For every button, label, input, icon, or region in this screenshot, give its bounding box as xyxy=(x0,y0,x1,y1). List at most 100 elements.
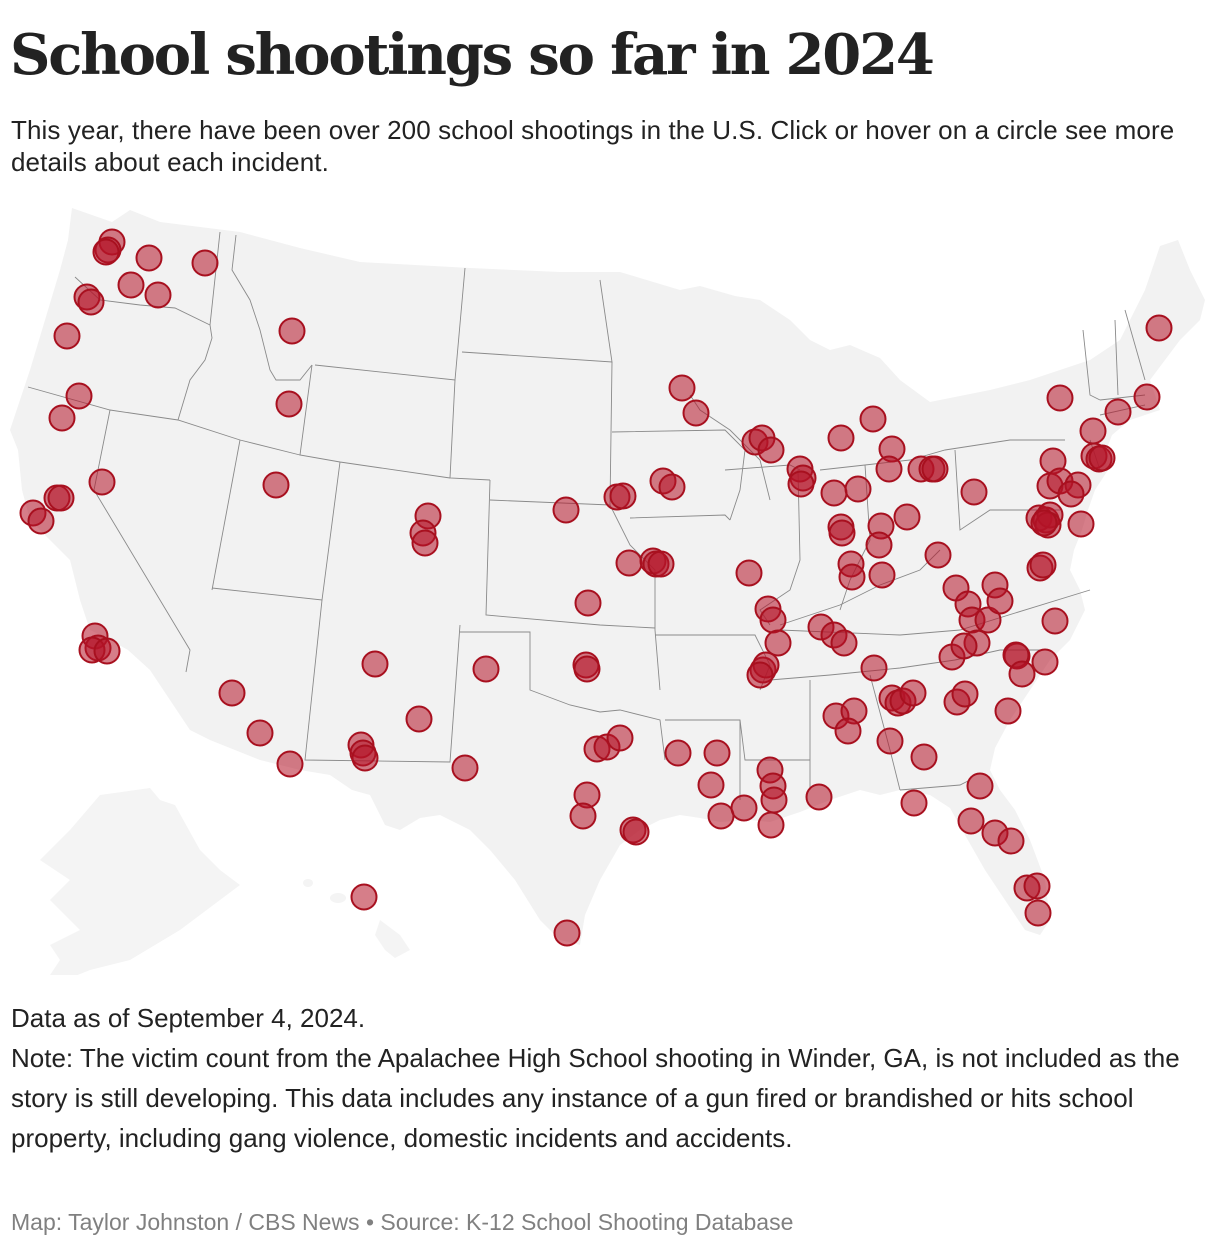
incident-dot[interactable] xyxy=(759,606,787,634)
incident-dot[interactable] xyxy=(53,322,81,350)
incident-dot[interactable] xyxy=(1029,551,1057,579)
incident-dot[interactable] xyxy=(1023,872,1051,900)
incident-dot[interactable] xyxy=(986,587,1014,615)
incident-dot[interactable] xyxy=(88,468,116,496)
incident-dot[interactable] xyxy=(1145,314,1173,342)
incident-dot[interactable] xyxy=(860,654,888,682)
incident-dot[interactable] xyxy=(757,436,785,464)
incident-dot[interactable] xyxy=(77,288,105,316)
incident-dot[interactable] xyxy=(658,473,686,501)
incident-dot[interactable] xyxy=(615,549,643,577)
state-borders xyxy=(27,231,1146,800)
incident-dot[interactable] xyxy=(574,589,602,617)
incident-dot[interactable] xyxy=(820,479,848,507)
incident-dot[interactable] xyxy=(960,478,988,506)
incident-dot[interactable] xyxy=(827,424,855,452)
map-canvas xyxy=(10,208,1205,975)
incident-dot[interactable] xyxy=(957,807,985,835)
incident-dot[interactable] xyxy=(1046,384,1074,412)
incident-dot[interactable] xyxy=(93,637,121,665)
incident-dot[interactable] xyxy=(703,739,731,767)
incident-dot[interactable] xyxy=(606,724,634,752)
incident-dot[interactable] xyxy=(609,482,637,510)
incident-dot[interactable] xyxy=(697,771,725,799)
credit-line: Map: Taylor Johnston / CBS News • Source… xyxy=(11,1209,794,1235)
incident-dot[interactable] xyxy=(135,244,163,272)
incident-dot[interactable] xyxy=(1008,660,1036,688)
incident-dot[interactable] xyxy=(472,655,500,683)
incident-dot[interactable] xyxy=(92,238,120,266)
incident-dot[interactable] xyxy=(865,531,893,559)
incident-dot[interactable] xyxy=(1104,398,1132,426)
incident-dot[interactable] xyxy=(921,455,949,483)
incident-dot[interactable] xyxy=(276,750,304,778)
incident-dot[interactable] xyxy=(735,559,763,587)
incident-dot[interactable] xyxy=(950,632,978,660)
incident-dot[interactable] xyxy=(876,727,904,755)
incident-dot[interactable] xyxy=(451,754,479,782)
incident-dot[interactable] xyxy=(868,561,896,589)
incident-dot[interactable] xyxy=(191,249,219,277)
incident-dot[interactable] xyxy=(647,550,675,578)
incident-dot[interactable] xyxy=(1079,417,1107,445)
incident-dot[interactable] xyxy=(899,679,927,707)
incident-dot[interactable] xyxy=(48,404,76,432)
incident-dot[interactable] xyxy=(757,811,785,839)
incident-dot[interactable] xyxy=(47,484,75,512)
incident-dot[interactable] xyxy=(900,789,928,817)
incident-dot[interactable] xyxy=(668,374,696,402)
incident-dot[interactable] xyxy=(838,563,866,591)
incident-dot[interactable] xyxy=(828,519,856,547)
incident-dot[interactable] xyxy=(573,655,601,683)
incident-dot[interactable] xyxy=(361,650,389,678)
incident-dot[interactable] xyxy=(805,783,833,811)
incident-dot[interactable] xyxy=(552,496,580,524)
incident-dot[interactable] xyxy=(262,471,290,499)
incident-dot[interactable] xyxy=(246,719,274,747)
incident-dot[interactable] xyxy=(910,743,938,771)
incident-dot[interactable] xyxy=(707,802,735,830)
incident-dot[interactable] xyxy=(1057,480,1085,508)
incident-dot[interactable] xyxy=(664,739,692,767)
incident-dot[interactable] xyxy=(553,919,581,947)
incident-dot[interactable] xyxy=(974,606,1002,634)
incident-dot[interactable] xyxy=(278,317,306,345)
incident-dot[interactable] xyxy=(275,390,303,418)
incident-dot[interactable] xyxy=(350,883,378,911)
incident-dot[interactable] xyxy=(1067,510,1095,538)
incident-dot[interactable] xyxy=(834,717,862,745)
incident-dot[interactable] xyxy=(1041,607,1069,635)
incident-dot[interactable] xyxy=(844,475,872,503)
incident-dot[interactable] xyxy=(1133,383,1161,411)
incident-dot[interactable] xyxy=(966,772,994,800)
incident-dot[interactable] xyxy=(27,507,55,535)
incident-dot[interactable] xyxy=(951,680,979,708)
incident-dot[interactable] xyxy=(682,399,710,427)
incident-dot[interactable] xyxy=(569,802,597,830)
incident-dot[interactable] xyxy=(859,405,887,433)
incident-dot[interactable] xyxy=(997,827,1025,855)
incident-dot[interactable] xyxy=(730,794,758,822)
incident-dot[interactable] xyxy=(924,541,952,569)
incident-dot[interactable] xyxy=(218,679,246,707)
incident-dot[interactable] xyxy=(1088,444,1116,472)
incident-dot[interactable] xyxy=(893,503,921,531)
incident-dot[interactable] xyxy=(405,705,433,733)
hawaii-island xyxy=(303,879,313,887)
incident-dot[interactable] xyxy=(117,271,145,299)
incident-dot[interactable] xyxy=(787,470,815,498)
incident-dot[interactable] xyxy=(764,629,792,657)
incident-dot[interactable] xyxy=(875,455,903,483)
incident-dot[interactable] xyxy=(746,661,774,689)
incident-dot[interactable] xyxy=(1031,648,1059,676)
incident-dot[interactable] xyxy=(760,786,788,814)
incident-dot[interactable] xyxy=(830,629,858,657)
incident-dot[interactable] xyxy=(994,697,1022,725)
incident-dot[interactable] xyxy=(411,529,439,557)
incident-dot[interactable] xyxy=(622,818,650,846)
incident-dot[interactable] xyxy=(1024,899,1052,927)
incident-dot[interactable] xyxy=(351,744,379,772)
incident-dot[interactable] xyxy=(65,382,93,410)
incident-dot[interactable] xyxy=(1030,509,1058,537)
incident-dot[interactable] xyxy=(144,281,172,309)
